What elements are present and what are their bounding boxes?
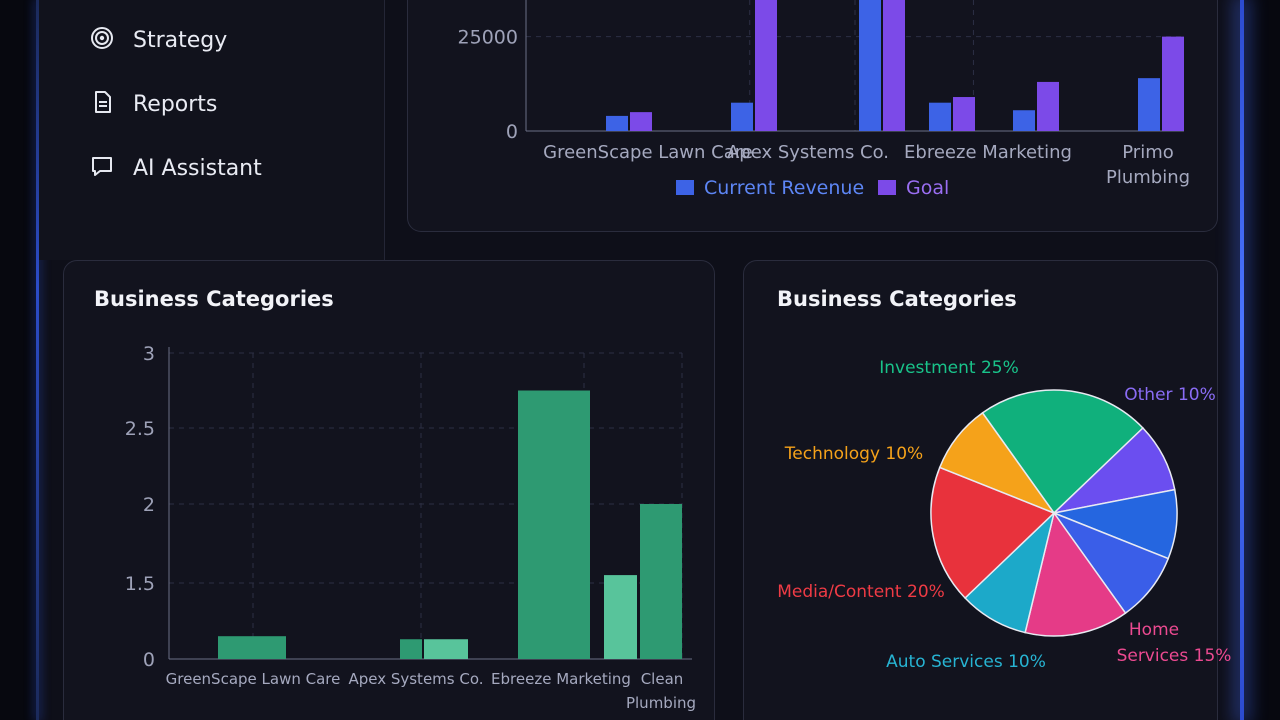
bar-goal	[953, 97, 975, 131]
sidebar: Strategy Reports AI Assistant	[39, 0, 385, 260]
legend-label: Goal	[906, 177, 949, 199]
revenue-card: 0 25000 GreenScape Lawn Care Apex Systems C…	[407, 0, 1218, 232]
y-tick-label: 3	[143, 343, 155, 365]
x-tick-label: GreenScape Lawn Care	[166, 670, 341, 688]
bar-category	[424, 639, 468, 659]
x-tick-label: Plumbing	[626, 694, 696, 712]
categories-pie-chart: Investment 25% Other 10% Technology 10% Med…	[777, 358, 1231, 672]
pie-label: Services 15%	[1117, 646, 1232, 666]
x-tick-label: Ebreeze Marketing	[904, 142, 1072, 163]
bar-current-revenue	[859, 0, 881, 131]
x-tick-label: Plumbing	[1106, 167, 1190, 188]
bar-category	[400, 639, 422, 659]
y-tick-label: 25000	[458, 27, 518, 49]
bar-category	[640, 504, 682, 659]
y-tick-label: 0	[143, 649, 155, 671]
pie-label: Technology 10%	[784, 444, 923, 464]
y-tick-label: 0	[506, 121, 518, 143]
sidebar-item-label: AI Assistant	[133, 155, 262, 181]
categories-bar-chart: 0 1.5 2 2.5 3 GreenScape Lawn Care Apex System…	[125, 343, 696, 712]
sidebar-item-label: Reports	[133, 91, 218, 117]
pie-label: Home	[1129, 620, 1179, 640]
y-tick-label: 1.5	[125, 573, 155, 595]
chat-bubble-icon	[89, 153, 115, 183]
bar-current-revenue	[1013, 110, 1035, 131]
pie-label: Investment 25%	[879, 358, 1018, 378]
bar-category	[518, 390, 590, 659]
bar-goal	[755, 0, 777, 131]
sidebar-item-reports[interactable]: Reports	[89, 84, 217, 124]
document-icon	[89, 89, 115, 119]
x-tick-label: Apex Systems Co.	[727, 142, 889, 163]
card-title: Business Categories	[777, 287, 1017, 311]
categories-pie-card: Business Categories Investment 25% Other …	[743, 260, 1231, 720]
y-tick-label: 2	[143, 494, 155, 516]
sidebar-item-strategy[interactable]: Strategy	[89, 20, 227, 60]
bar-goal	[1037, 81, 1059, 131]
window-frame-left	[36, 0, 39, 720]
bar-current-revenue	[1138, 78, 1160, 131]
bar-current-revenue	[606, 115, 628, 131]
legend-label: Current Revenue	[704, 177, 864, 199]
window-frame-right	[1240, 0, 1244, 720]
card-title: Business Categories	[94, 287, 334, 311]
categories-bar-card: Business Categories 0 1.5 2 2.5 3 GreenScape …	[63, 260, 715, 720]
bar-current-revenue	[929, 102, 951, 131]
bar-category	[218, 636, 286, 659]
bar-category	[604, 575, 637, 659]
x-tick-label: GreenScape Lawn Care	[543, 142, 753, 163]
x-tick-label: Clean	[641, 670, 684, 688]
pie-label: Media/Content 20%	[777, 582, 945, 602]
pie-slice	[1024, 511, 1127, 637]
x-tick-label: Ebreeze Marketing	[491, 670, 631, 688]
pie-slice	[981, 389, 1144, 515]
y-tick-label: 2.5	[125, 418, 155, 440]
bar-goal	[883, 0, 905, 131]
pie-label: Other 10%	[1124, 385, 1215, 405]
bar-goal	[630, 112, 652, 131]
target-icon	[89, 25, 115, 55]
legend-swatch-goal	[878, 180, 896, 195]
sidebar-item-label: Strategy	[133, 27, 228, 53]
pie-label: Auto Services 10%	[886, 652, 1046, 672]
bar-goal	[1162, 36, 1184, 131]
x-tick-label: Primo	[1122, 142, 1174, 163]
sidebar-item-ai-assistant[interactable]: AI Assistant	[89, 148, 262, 188]
legend-swatch-current-revenue	[676, 180, 694, 195]
bar-current-revenue	[731, 102, 753, 131]
pie-slice	[930, 466, 1056, 600]
x-tick-label: Apex Systems Co.	[348, 670, 483, 688]
pie-slice	[938, 411, 1057, 515]
